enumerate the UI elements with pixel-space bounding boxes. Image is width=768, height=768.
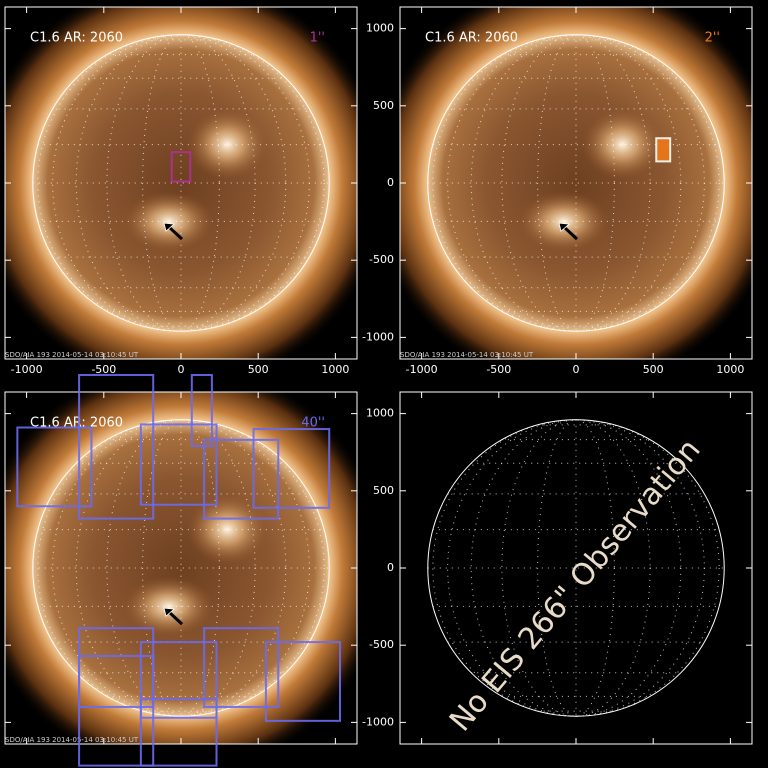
arrow-head <box>163 607 175 617</box>
solar-disk <box>32 34 330 332</box>
panel <box>400 7 752 359</box>
x-tick-label: -500 <box>91 363 116 376</box>
solar-disk <box>32 419 330 717</box>
active-region <box>123 576 214 637</box>
y-tick-label: 0 <box>387 561 394 574</box>
active-region <box>187 109 268 180</box>
x-tick-label: -1000 <box>11 363 43 376</box>
y-tick-label: 1000 <box>366 407 394 420</box>
resolution-tag: 1'' <box>310 31 325 46</box>
eis-raster <box>78 655 155 767</box>
x-tick-label: 500 <box>248 363 269 376</box>
y-tick-label: 500 <box>373 99 394 112</box>
x-tick-label: -1000 <box>406 363 438 376</box>
solar-disk <box>427 34 725 332</box>
eis-raster <box>139 423 218 506</box>
active-region <box>518 191 609 252</box>
eis-raster <box>139 641 218 719</box>
y-tick-label: 1000 <box>366 22 394 35</box>
x-tick-label: -500 <box>486 363 511 376</box>
y-tick-label: -1000 <box>362 330 394 343</box>
panel <box>5 7 357 359</box>
eis-raster <box>16 426 93 508</box>
eis-raster <box>170 151 192 183</box>
arrow-shaft <box>166 225 184 241</box>
arrow-head <box>163 222 175 232</box>
meridian <box>432 34 720 332</box>
footer: SDO/AIA 193 2014-05-14 03:10:45 UT <box>5 736 139 744</box>
arrow-shaft <box>561 225 579 241</box>
x-tick-label: 0 <box>178 363 185 376</box>
eis-raster <box>264 641 342 722</box>
y-tick-label: -500 <box>369 253 394 266</box>
eis-raster <box>139 698 218 767</box>
eis-raster <box>203 438 280 520</box>
arrow-head <box>558 222 570 232</box>
meridian <box>37 419 325 717</box>
x-tick-label: 1000 <box>716 363 744 376</box>
active-region <box>187 494 268 565</box>
meridian <box>537 34 615 332</box>
eis-raster <box>655 137 672 163</box>
active-region <box>123 191 214 252</box>
arrow-shaft <box>166 610 184 626</box>
y-tick-label: -1000 <box>362 715 394 728</box>
x-tick-label: 500 <box>643 363 664 376</box>
footer: SDO/AIA 193 2014-05-14 03:10:45 UT <box>5 351 139 359</box>
y-tick-label: 0 <box>387 176 394 189</box>
panel-label: C1.6 AR: 2060 <box>425 31 518 46</box>
footer: SDO/AIA 193 2014-05-14 03:10:45 UT <box>400 351 534 359</box>
eis-raster <box>252 428 331 509</box>
x-tick-label: 0 <box>573 363 580 376</box>
resolution-tag: 2'' <box>705 31 720 46</box>
meridian <box>37 34 325 332</box>
eis-raster <box>78 374 155 520</box>
resolution-tag: 40'' <box>301 416 325 431</box>
eis-raster <box>190 374 213 448</box>
y-tick-label: -500 <box>369 638 394 651</box>
panel <box>427 419 725 717</box>
x-tick-label: 1000 <box>321 363 349 376</box>
meridian <box>432 419 720 717</box>
active-region <box>582 109 663 180</box>
eis-raster <box>203 627 280 708</box>
y-tick-label: 500 <box>373 484 394 497</box>
meridian <box>537 419 615 717</box>
panel-label: C1.6 AR: 2060 <box>30 31 123 46</box>
